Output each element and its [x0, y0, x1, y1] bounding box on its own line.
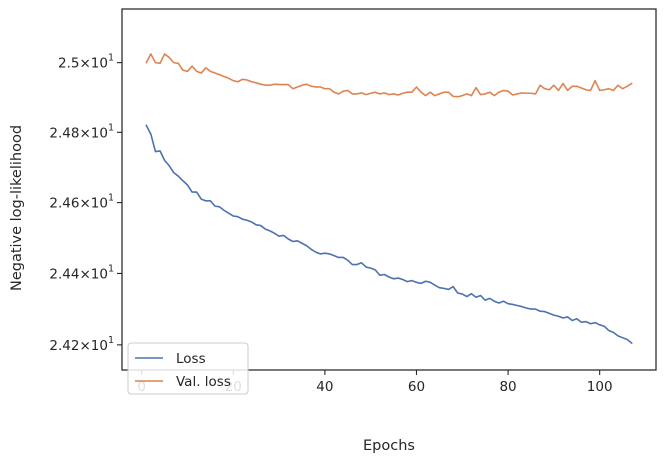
y-tick-exponent: 1	[108, 122, 114, 133]
y-tick-exponent: 1	[108, 335, 114, 346]
y-tick-exponent: 1	[108, 263, 114, 274]
y-tick-label: 2.42×101	[49, 335, 114, 354]
series-layer	[145, 53, 633, 344]
y-tick-base: 2.48×10	[49, 125, 108, 141]
y-tick-base: 2.44×10	[49, 266, 108, 282]
x-tick-label: 80	[499, 379, 516, 395]
y-axis-title: Negative log-likelihood	[9, 125, 25, 291]
y-tick-base: 2.42×10	[49, 338, 108, 354]
y-tick-label: 2.46×101	[49, 193, 114, 212]
plot-frame	[121, 8, 657, 371]
x-tick-label: 60	[408, 379, 425, 395]
x-axis-title: Epochs	[363, 438, 415, 454]
legend-label: Loss	[176, 351, 206, 367]
series-line-loss	[145, 124, 633, 344]
x-tick-label: 40	[316, 379, 333, 395]
y-tick-base: 2.46×10	[49, 196, 108, 212]
y-tick-exponent: 1	[108, 53, 114, 64]
y-tick-exponent: 1	[108, 193, 114, 204]
y-tick-label: 2.44×101	[49, 263, 114, 282]
y-tick-label: 2.48×101	[49, 122, 114, 141]
series-line-val-loss	[145, 53, 633, 98]
legend-label: Val. loss	[176, 374, 231, 390]
x-tick-label: 100	[587, 379, 613, 395]
y-tick-label: 2.5×101	[58, 53, 114, 72]
legend: Loss Val. loss	[127, 342, 249, 395]
y-tick-base: 2.5×10	[58, 56, 108, 72]
